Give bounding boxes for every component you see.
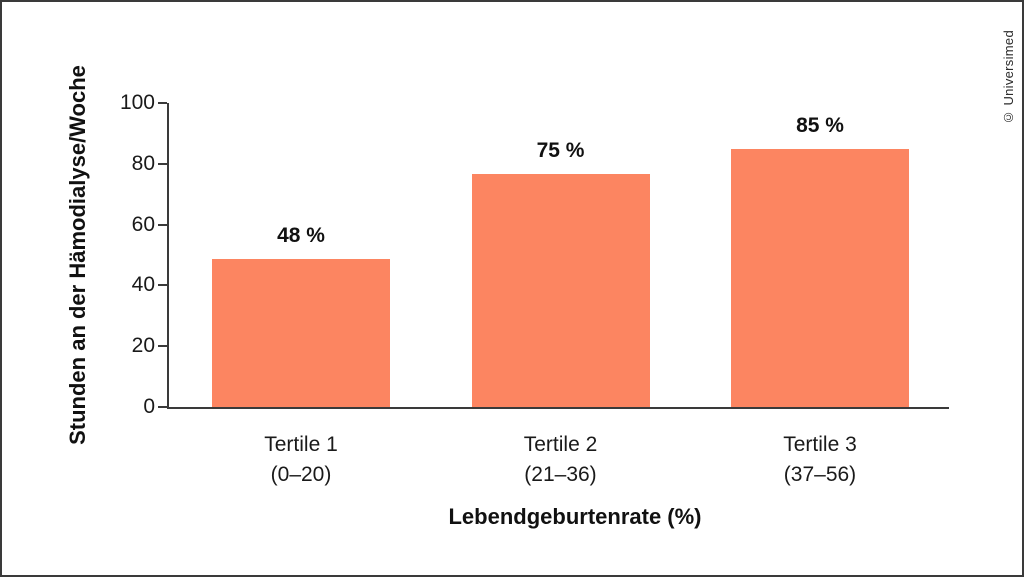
bar-value-label: 48 % xyxy=(277,223,325,247)
y-tick-label: 20 xyxy=(131,334,155,358)
x-axis-title: Lebendgeburtenrate (%) xyxy=(448,504,702,529)
y-tick-label: 60 xyxy=(131,212,155,236)
y-tick-label: 80 xyxy=(131,151,155,175)
copyright-text: © Universimed xyxy=(1001,30,1016,125)
y-tick-mark xyxy=(158,345,167,348)
y-tick-mark xyxy=(158,162,167,165)
y-tick-mark xyxy=(158,284,167,287)
x-category-label: Tertile 3 (37–56) xyxy=(710,430,930,490)
bar-tertile-2 xyxy=(471,174,650,407)
y-tick-mark xyxy=(158,102,167,104)
x-category-line1: Tertile 1 xyxy=(264,433,338,456)
bar-chart-plot-area: 0 20 40 60 80 100 48 % 75 % 85 % Tertile 1 (0–20) T… xyxy=(120,92,949,486)
x-category-line2: (21–36) xyxy=(524,463,597,486)
bar-tertile-3 xyxy=(731,148,909,407)
x-category-label: Tertile 2 (21–36) xyxy=(451,430,671,490)
y-tick-label: 0 xyxy=(143,395,155,418)
y-tick-label: 40 xyxy=(131,273,155,297)
bar-value-label: 75 % xyxy=(536,139,585,163)
y-axis-title: Stunden an der Hämodialyse/Woche xyxy=(65,65,90,445)
x-category-label: Tertile 1 (0–20) xyxy=(191,430,411,490)
y-tick-label: 100 xyxy=(119,91,155,114)
y-tick-mark xyxy=(158,223,167,226)
x-category-line1: Tertile 2 xyxy=(523,433,598,456)
bar-tertile-1 xyxy=(212,258,390,407)
y-tick-mark xyxy=(158,406,167,408)
x-category-line2: (0–20) xyxy=(270,463,332,486)
x-category-line2: (37–56) xyxy=(783,463,857,486)
bar-value-label: 85 % xyxy=(796,113,844,137)
x-category-line1: Tertile 3 xyxy=(783,433,857,456)
